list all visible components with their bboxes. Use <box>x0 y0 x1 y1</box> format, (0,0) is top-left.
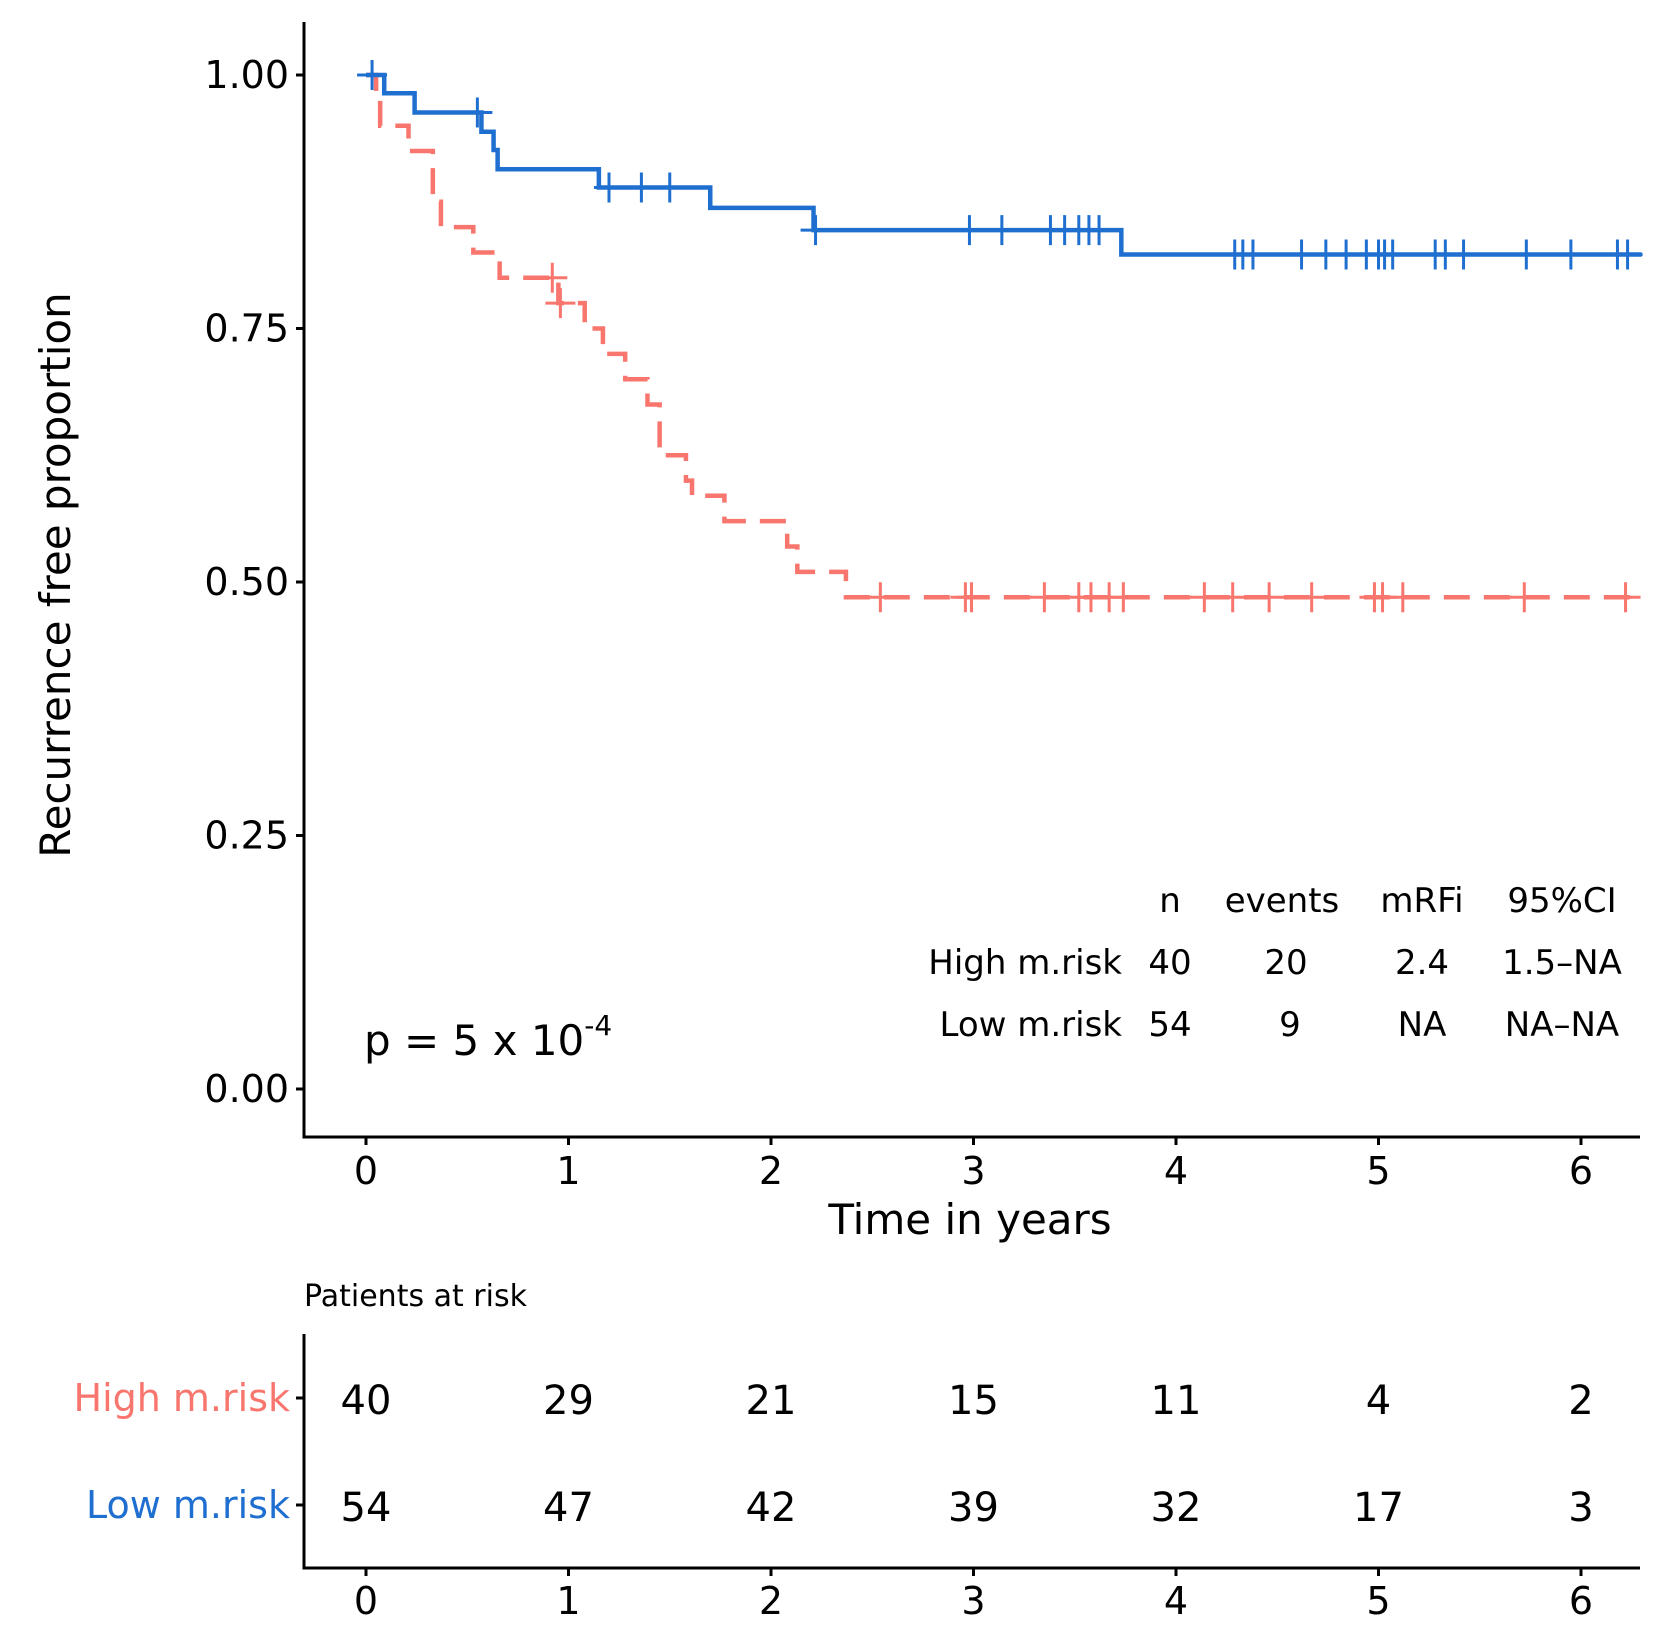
censor-mark-low-m-risk <box>986 215 1017 246</box>
risk-x-tick-label: 1 <box>556 1579 580 1623</box>
risk-x-tick-label: 2 <box>759 1579 783 1623</box>
risk-value-cell: 40 <box>341 1378 392 1424</box>
censor-mark-high-m-risk <box>1296 582 1327 613</box>
y-tick-label: 0.50 <box>204 560 289 604</box>
risk-x-tick-label: 5 <box>1366 1579 1390 1623</box>
summary-header-n: n <box>1159 881 1181 921</box>
censor-marks <box>357 60 1643 613</box>
risk-value-cell: 32 <box>1151 1485 1202 1531</box>
risk-table-panel: Patients at risk High m.risk Low m.risk … <box>74 1279 1640 1623</box>
censor-mark-high-m-risk <box>865 582 896 613</box>
censor-mark-low-m-risk <box>1555 239 1586 270</box>
summary-high-mrfi: 2.4 <box>1395 943 1449 983</box>
summary-high-ci: 1.5–NA <box>1502 943 1622 983</box>
x-tick-label: 4 <box>1164 1149 1188 1193</box>
survival-curves <box>366 72 1642 600</box>
censor-mark-high-m-risk <box>1189 582 1220 613</box>
risk-value-cell: 47 <box>543 1485 594 1531</box>
y-axis-title-wrap: Recurrence free proportion <box>31 292 80 857</box>
risk-values-low: 54 47 42 39 32 17 3 <box>341 1485 1594 1531</box>
censor-mark-high-m-risk <box>1610 582 1641 613</box>
risk-x-tick-label: 0 <box>354 1579 378 1623</box>
summary-low-ci: NA–NA <box>1505 1005 1619 1045</box>
x-axis-title: Time in years <box>827 1195 1111 1244</box>
risk-row-label-high: High m.risk <box>74 1376 291 1420</box>
censor-mark-high-m-risk <box>1387 582 1418 613</box>
risk-value-cell: 2 <box>1568 1378 1593 1424</box>
risk-value-cell: 54 <box>341 1485 392 1531</box>
risk-value-cell: 15 <box>948 1378 999 1424</box>
y-axis-ticks: 0.00 0.25 0.50 0.75 1.00 <box>204 53 304 1111</box>
y-tick-label: 1.00 <box>204 53 289 97</box>
risk-table-title: Patients at risk <box>304 1279 528 1314</box>
x-tick-label: 1 <box>556 1149 580 1193</box>
summary-row-label-low: Low m.risk <box>939 1005 1122 1045</box>
x-tick-label: 5 <box>1366 1149 1390 1193</box>
risk-value-cell: 4 <box>1366 1378 1391 1424</box>
censor-mark-high-m-risk <box>537 262 568 293</box>
summary-high-events: 20 <box>1264 943 1307 983</box>
survival-line-low-m-risk <box>366 72 1642 257</box>
y-axis-title: Recurrence free proportion <box>31 292 80 857</box>
censor-mark-high-m-risk <box>1108 582 1139 613</box>
summary-table: n events mRFi 95%CI High m.risk 40 20 2.… <box>928 881 1622 1045</box>
x-tick-label: 3 <box>961 1149 985 1193</box>
summary-row-label-high: High m.risk <box>928 943 1122 983</box>
censor-mark-low-m-risk <box>1237 239 1268 270</box>
summary-low-n: 54 <box>1148 1005 1191 1045</box>
censor-mark-low-m-risk <box>954 215 985 246</box>
censor-mark-high-m-risk <box>1217 582 1248 613</box>
summary-header-ci: 95%CI <box>1507 881 1616 921</box>
x-tick-label: 2 <box>759 1149 783 1193</box>
censor-mark-high-m-risk <box>956 582 987 613</box>
censor-mark-low-m-risk <box>1448 239 1479 270</box>
summary-high-n: 40 <box>1148 943 1191 983</box>
risk-x-tick-label: 4 <box>1164 1579 1188 1623</box>
risk-value-cell: 29 <box>543 1378 594 1424</box>
risk-value-cell: 21 <box>746 1378 797 1424</box>
censor-mark-low-m-risk <box>357 60 388 90</box>
censor-mark-low-m-risk <box>1377 239 1408 270</box>
censor-mark-low-m-risk <box>1084 215 1115 246</box>
summary-low-mrfi: NA <box>1398 1005 1447 1045</box>
p-value-exponent: -4 <box>584 1009 612 1042</box>
p-value-base: p = 5 x 10 <box>364 1016 584 1065</box>
censor-mark-high-m-risk <box>1254 582 1285 613</box>
km-plot-panel: Recurrence free proportion Time in years… <box>31 22 1643 1244</box>
censor-mark-low-m-risk <box>1511 239 1542 270</box>
y-tick-label: 0.00 <box>204 1067 289 1111</box>
risk-value-cell: 17 <box>1353 1485 1404 1531</box>
y-tick-label: 0.25 <box>204 814 289 858</box>
censor-mark-low-m-risk <box>654 172 685 203</box>
x-tick-label: 0 <box>354 1149 378 1193</box>
summary-header-mrfi: mRFi <box>1380 881 1463 921</box>
risk-value-cell: 11 <box>1151 1378 1202 1424</box>
y-tick-label: 0.75 <box>204 307 289 351</box>
summary-header-events: events <box>1225 881 1340 921</box>
p-value-annotation: p = 5 x 10-4 <box>364 1009 612 1065</box>
x-axis-ticks: 0 1 2 3 4 5 6 <box>354 1137 1593 1193</box>
risk-x-axis-ticks: 0 1 2 3 4 5 6 <box>354 1568 1593 1623</box>
risk-value-cell: 42 <box>746 1485 797 1531</box>
risk-values-high: 40 29 21 15 11 4 2 <box>341 1378 1594 1424</box>
censor-mark-low-m-risk <box>594 172 624 203</box>
censor-mark-high-m-risk <box>545 288 576 319</box>
risk-value-cell: 39 <box>948 1485 999 1531</box>
risk-x-tick-label: 3 <box>961 1579 985 1623</box>
censor-mark-low-m-risk <box>462 97 493 128</box>
risk-row-label-low: Low m.risk <box>86 1483 290 1527</box>
censor-mark-low-m-risk <box>626 172 657 203</box>
survival-line-high-m-risk <box>366 72 1642 600</box>
x-tick-label: 6 <box>1569 1149 1593 1193</box>
censor-mark-low-m-risk <box>1612 239 1643 270</box>
summary-low-events: 9 <box>1279 1005 1301 1045</box>
risk-value-cell: 3 <box>1568 1485 1593 1531</box>
censor-mark-high-m-risk <box>1029 582 1060 613</box>
censor-mark-high-m-risk <box>1509 582 1540 613</box>
risk-x-tick-label: 6 <box>1569 1579 1593 1623</box>
censor-mark-low-m-risk <box>800 215 831 246</box>
